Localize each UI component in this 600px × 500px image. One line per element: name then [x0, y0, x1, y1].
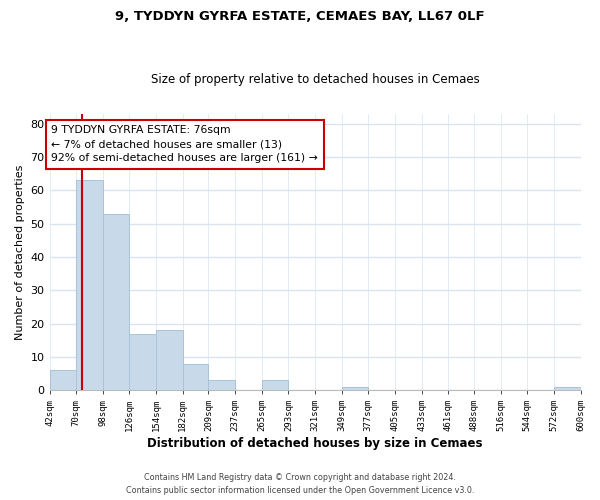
Bar [183, 364, 208, 390]
Bar [341, 387, 368, 390]
Bar [156, 330, 183, 390]
Bar [50, 370, 76, 390]
X-axis label: Distribution of detached houses by size in Cemaes: Distribution of detached houses by size … [147, 437, 483, 450]
Title: Size of property relative to detached houses in Cemaes: Size of property relative to detached ho… [151, 73, 479, 86]
Text: 9, TYDDYN GYRFA ESTATE, CEMAES BAY, LL67 0LF: 9, TYDDYN GYRFA ESTATE, CEMAES BAY, LL67… [115, 10, 485, 23]
Y-axis label: Number of detached properties: Number of detached properties [15, 164, 25, 340]
Text: 9 TYDDYN GYRFA ESTATE: 76sqm
← 7% of detached houses are smaller (13)
92% of sem: 9 TYDDYN GYRFA ESTATE: 76sqm ← 7% of det… [52, 125, 318, 163]
Bar [554, 387, 581, 390]
Text: Contains HM Land Registry data © Crown copyright and database right 2024.
Contai: Contains HM Land Registry data © Crown c… [126, 473, 474, 495]
Bar [262, 380, 289, 390]
Bar [76, 180, 103, 390]
Bar [103, 214, 130, 390]
Bar [130, 334, 156, 390]
Bar [208, 380, 235, 390]
